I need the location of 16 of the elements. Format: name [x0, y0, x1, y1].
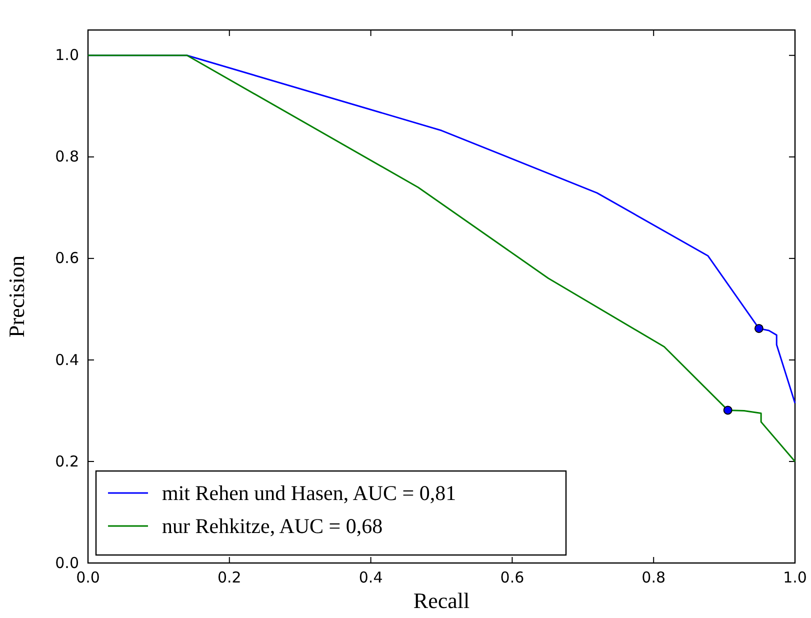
y-tick-label: 0.8: [55, 148, 79, 166]
legend-label: nur Rehkitze, AUC = 0,68: [162, 514, 383, 538]
x-axis-title: Recall: [413, 588, 470, 613]
y-tick-label: 0.4: [55, 350, 79, 369]
y-tick-label: 1.0: [55, 46, 79, 64]
x-tick-label: 1.0: [783, 568, 807, 587]
y-tick-label: 0.6: [55, 249, 79, 268]
y-tick-label: 0.0: [55, 554, 79, 572]
x-tick-label: 0.8: [642, 568, 666, 587]
x-tick-label: 0.0: [76, 568, 100, 587]
x-tick-label: 0.6: [500, 568, 524, 587]
x-tick-label: 0.4: [358, 568, 383, 587]
legend-label: mit Rehen und Hasen, AUC = 0,81: [162, 481, 456, 505]
x-tick-label: 0.2: [217, 568, 242, 587]
y-axis-title: Precision: [4, 256, 29, 338]
y-tick-label: 0.2: [55, 452, 79, 470]
